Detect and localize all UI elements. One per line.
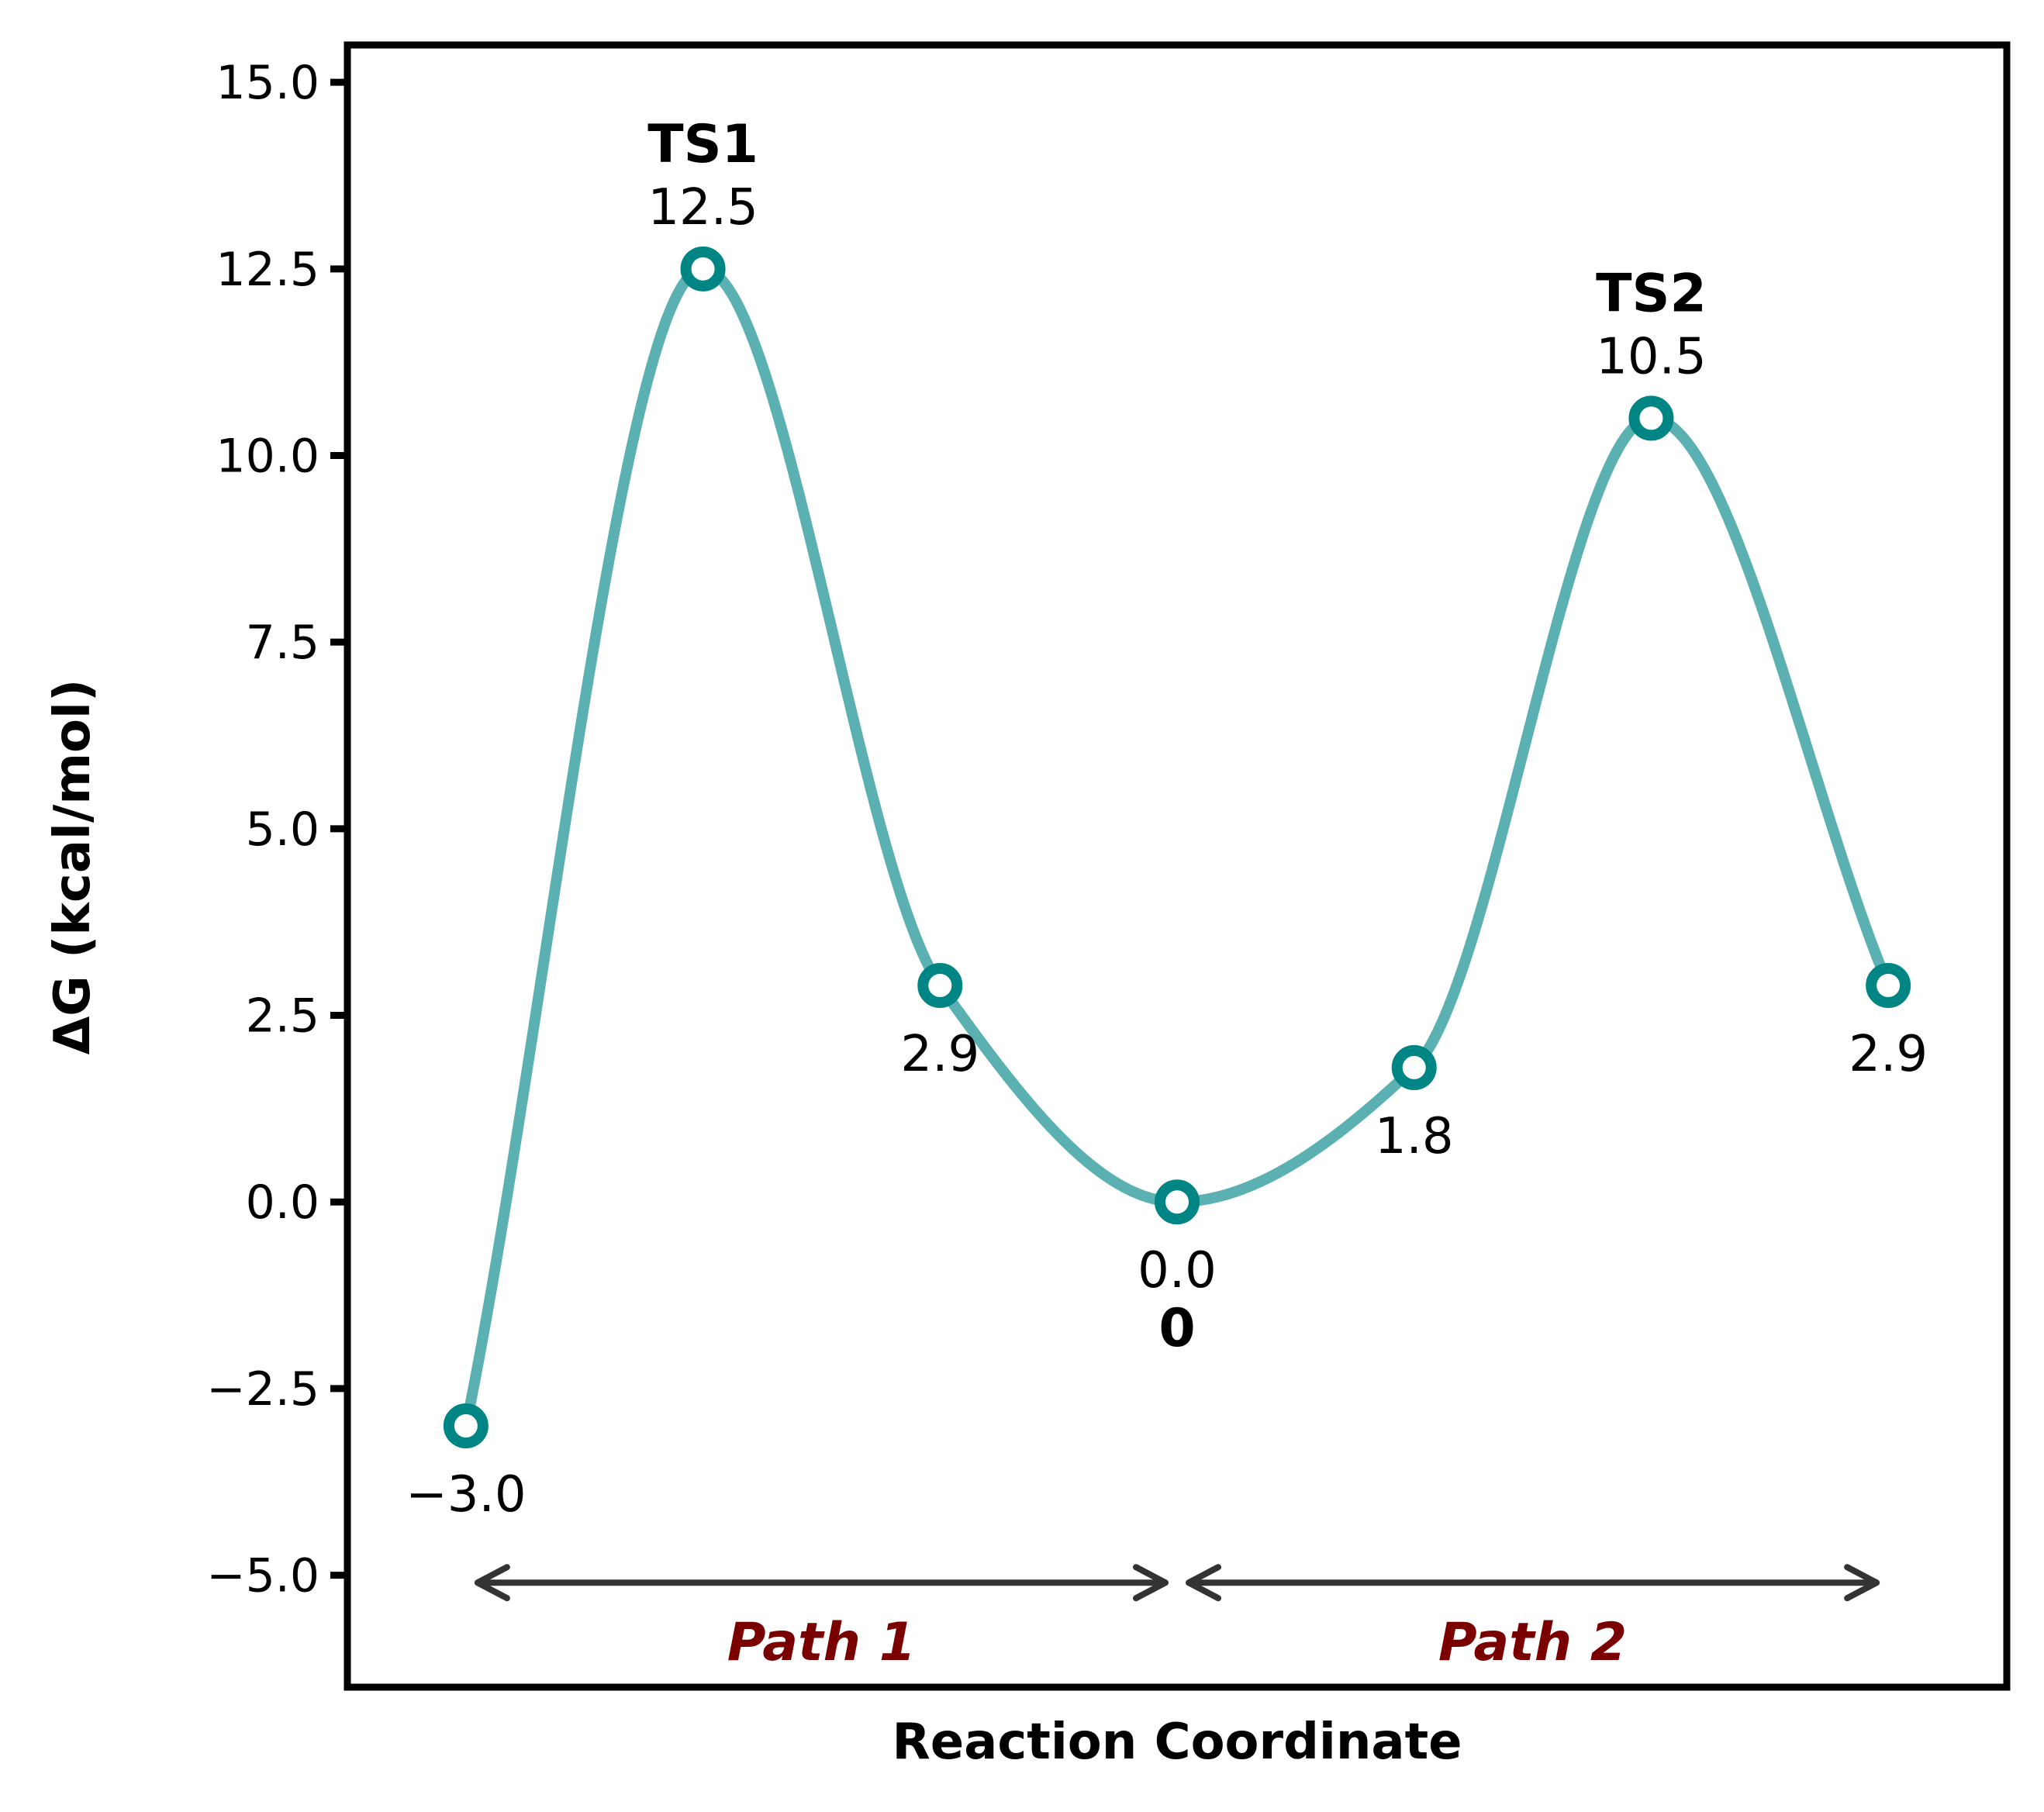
path-arrow-2: Path 2 [1186,1564,1880,1673]
path-label: Path 2 [1438,1612,1627,1673]
y-tick-label: 7.5 [246,616,319,670]
data-point [443,1403,489,1449]
point-value-label: 10.5 [1596,328,1707,385]
y-tick-label: 10.0 [216,430,319,484]
x-axis-title: Reaction Coordinate [892,1714,1462,1771]
data-point [1866,963,1911,1009]
point-name-label: TS1 [647,114,758,175]
y-axis-title: ΔG (kcal/mol) [44,679,102,1054]
data-point [917,963,963,1009]
data-point [680,246,726,292]
point-name-label: 0 [1158,1298,1195,1359]
data-point [1628,395,1674,441]
y-tick-label: −5.0 [206,1549,319,1603]
plot-frame [344,41,2011,1691]
path-arrow-1: Path 1 [474,1564,1169,1673]
point-value-label: 0.0 [1138,1242,1217,1299]
y-tick-label: 12.5 [216,243,319,297]
path-arrows: Path 1 Path 2 [474,1564,1880,1673]
arrow-head-right [1844,1564,1880,1602]
y-tick-label: 0.0 [246,1175,319,1230]
y-tick-label: 5.0 [246,802,319,857]
y-axis-ticks: −5.0 −2.5 0.0 2.5 5.0 7.5 10.0 12.5 15.0 [206,56,347,1603]
data-point [1391,1044,1437,1090]
y-tick-label: 2.5 [246,989,319,1044]
point-value-label: 1.8 [1375,1108,1454,1165]
point-value-label: −3.0 [406,1466,526,1524]
path-label: Path 1 [727,1612,916,1673]
arrow-head-left [474,1564,510,1602]
data-point [1155,1179,1200,1225]
arrow-head-left [1186,1564,1221,1602]
marker-layer [443,246,1911,1449]
point-value-label: 2.9 [900,1026,979,1083]
arrow-head-right [1133,1564,1169,1602]
point-value-label: 2.9 [1849,1026,1928,1083]
point-value-label: 12.5 [647,179,758,236]
y-tick-label: −2.5 [206,1362,319,1417]
point-name-label: TS2 [1596,263,1707,324]
y-tick-label: 15.0 [216,56,319,110]
